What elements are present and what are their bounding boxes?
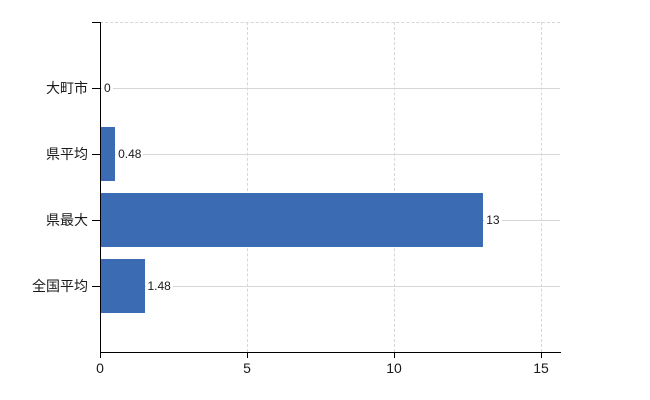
gridline-vertical [247,22,248,352]
bar [101,193,484,247]
gridline-vertical [394,22,395,352]
y-axis-tick [92,154,100,155]
value-label: 0.48 [116,146,144,162]
x-tick-label: 0 [96,360,104,376]
x-axis-tick [100,352,101,358]
x-axis-tick [394,352,395,358]
gridline-horizontal [101,286,560,287]
category-label: 県最大 [46,212,88,228]
y-axis-line [100,22,101,353]
x-axis-line [100,352,561,353]
value-label: 0 [102,80,113,96]
bar [101,259,145,313]
category-label: 大町市 [46,80,88,96]
gridline-vertical [541,22,542,352]
y-axis-tick [92,88,100,89]
gridline-horizontal [101,154,560,155]
y-axis-tick [92,220,100,221]
x-tick-label: 15 [533,360,549,376]
x-tick-label: 5 [243,360,251,376]
plot-area-top-border [100,22,560,23]
y-axis-top-tick [92,22,100,23]
value-label: 13 [484,212,502,228]
category-label: 県平均 [46,146,88,162]
x-axis-tick [247,352,248,358]
y-axis-tick [92,286,100,287]
category-label: 全国平均 [32,278,88,294]
bar [101,127,116,181]
value-label: 1.48 [145,278,173,294]
x-tick-label: 10 [386,360,402,376]
x-axis-tick [541,352,542,358]
gridline-horizontal [101,88,560,89]
